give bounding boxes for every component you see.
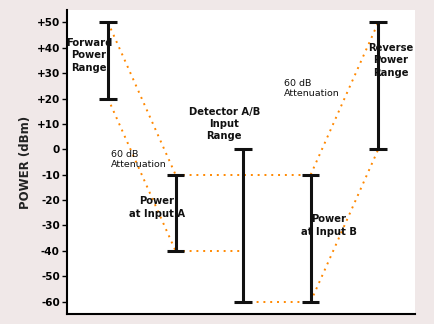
- Text: Reverse
Power
Range: Reverse Power Range: [367, 43, 412, 78]
- Y-axis label: POWER (dBm): POWER (dBm): [19, 115, 32, 209]
- Text: 60 dB
Attenuation: 60 dB Attenuation: [111, 150, 167, 169]
- Text: Detector A/B
Input
Range: Detector A/B Input Range: [188, 107, 259, 141]
- Text: Forward
Power
Range: Forward Power Range: [66, 38, 112, 73]
- Text: Power
at Input B: Power at Input B: [300, 214, 355, 237]
- Text: Power
at Input A: Power at Input A: [128, 196, 184, 219]
- Text: 60 dB
Attenuation: 60 dB Attenuation: [283, 79, 339, 98]
